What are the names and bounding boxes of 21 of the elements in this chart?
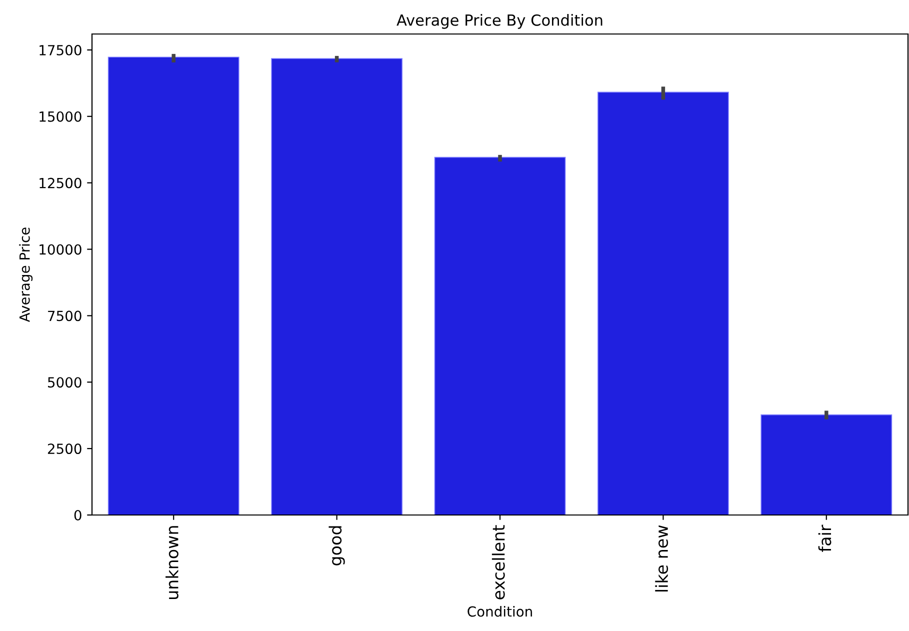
y-tick-label: 15000	[40, 111, 82, 122]
bar	[108, 56, 240, 515]
x-tick-label: like new	[655, 525, 668, 592]
y-tick-label: 5000	[48, 377, 82, 388]
bar	[760, 414, 892, 515]
y-tick-label: 10000	[40, 244, 82, 255]
y-tick-label: 7500	[48, 310, 82, 322]
y-tick-label: 2500	[48, 444, 82, 454]
x-tick-label: fair	[818, 524, 832, 552]
chart-title: Average Price By Condition	[396, 14, 602, 29]
bar	[434, 156, 566, 515]
x-tick-label: unknown	[166, 526, 178, 600]
x-tick-label: good	[328, 526, 345, 566]
bar	[598, 92, 729, 515]
y-tick-label: 17500	[40, 44, 82, 56]
x-tick-label: excellent	[492, 525, 505, 600]
x-axis-title: Condition	[468, 606, 532, 617]
bar	[271, 58, 402, 515]
y-tick-label: 0	[74, 510, 82, 520]
y-tick-label: 12500	[40, 178, 82, 188]
y-axis-title: Average Price	[19, 228, 33, 322]
